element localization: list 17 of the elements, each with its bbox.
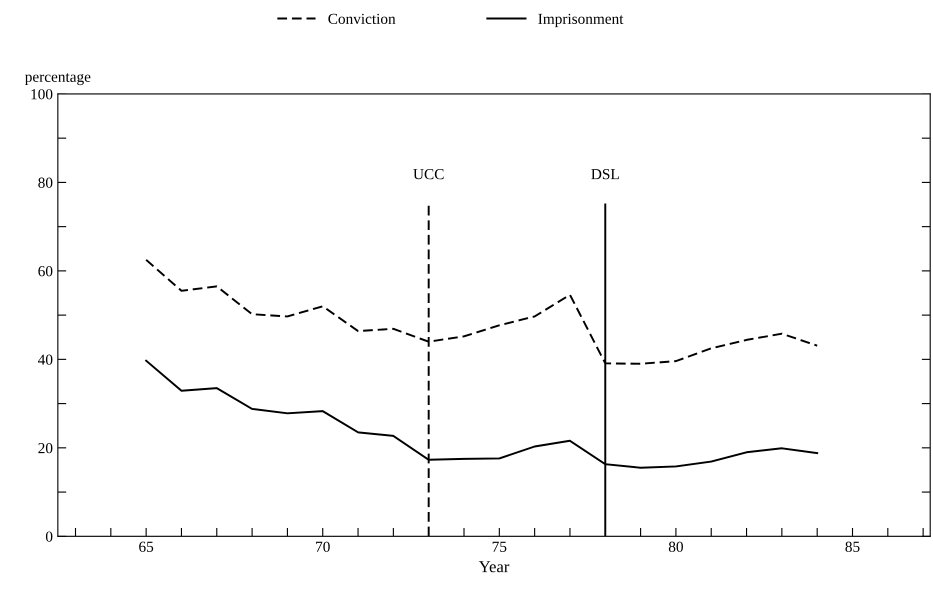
- x-tick-label: 70: [316, 542, 330, 552]
- y-tick-label: 60: [38, 266, 52, 276]
- ref-line-label: DSL: [591, 169, 619, 180]
- x-tick-label: 75: [492, 542, 506, 552]
- x-tick-label: 65: [139, 542, 154, 552]
- y-tick-label: 80: [38, 178, 52, 188]
- y-tick-label: 40: [38, 354, 52, 365]
- legend-label: Imprisonment: [538, 14, 624, 28]
- x-tick-label: 80: [668, 542, 683, 552]
- y-tick-label: 0: [46, 531, 52, 542]
- ref-line-label: UCC: [413, 169, 444, 180]
- y-axis-title: percentage: [25, 73, 90, 86]
- x-axis-title: Year: [478, 561, 510, 572]
- legend-label: Conviction: [328, 14, 396, 24]
- y-tick-label: 20: [38, 442, 52, 454]
- y-tick-label: 100: [31, 89, 52, 100]
- x-tick-label: 85: [845, 542, 860, 552]
